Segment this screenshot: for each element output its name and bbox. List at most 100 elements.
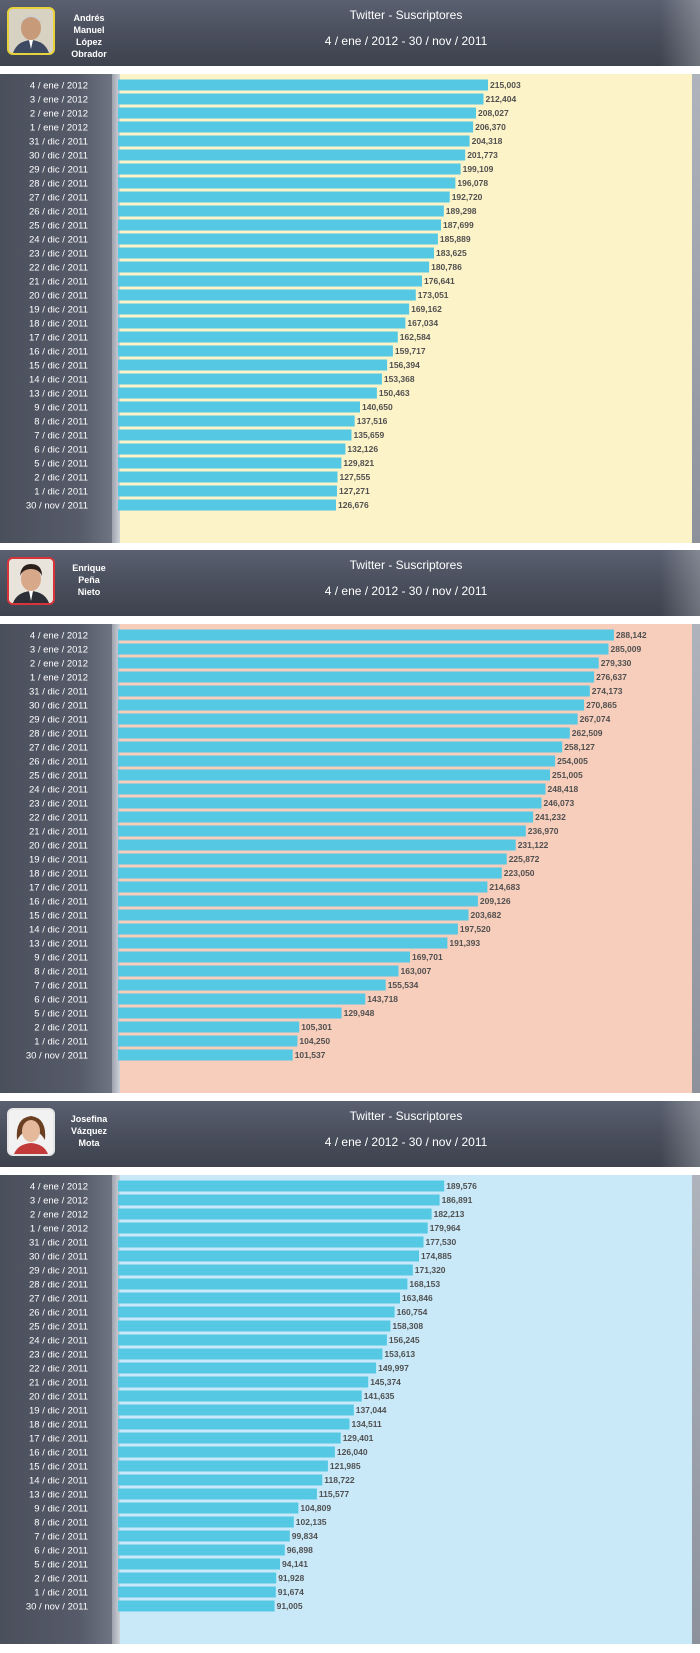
category-tick-label: 7 / dic / 2011 <box>34 1532 88 1543</box>
category-tick-label: 14 / dic / 2011 <box>29 925 88 936</box>
bar <box>118 965 399 977</box>
bar <box>118 233 438 245</box>
bar <box>118 1418 350 1430</box>
category-tick-label: 18 / dic / 2011 <box>29 1420 88 1431</box>
category-tick-label: 20 / dic / 2011 <box>29 1392 88 1403</box>
bar <box>118 1320 391 1332</box>
bar-value-label: 192,720 <box>452 192 483 202</box>
bar <box>118 643 609 655</box>
bar <box>118 79 488 91</box>
bar-value-label: 215,003 <box>490 80 521 90</box>
avatar <box>7 1108 55 1156</box>
category-tick-label: 2 / dic / 2011 <box>34 1574 88 1585</box>
category-tick-label: 20 / dic / 2011 <box>29 841 88 852</box>
bar <box>118 331 398 343</box>
category-tick-label: 7 / dic / 2011 <box>34 431 88 442</box>
bar <box>118 1404 354 1416</box>
category-tick-label: 22 / dic / 2011 <box>29 1364 88 1375</box>
bar <box>118 457 342 469</box>
category-axis-column <box>0 624 112 1093</box>
right-margin <box>692 74 700 543</box>
category-tick-label: 5 / dic / 2011 <box>34 1560 88 1571</box>
bar <box>118 401 360 413</box>
bar <box>118 1306 395 1318</box>
category-tick-label: 2 / ene / 2012 <box>30 659 88 670</box>
category-tick-label: 17 / dic / 2011 <box>29 883 88 894</box>
category-tick-label: 1 / dic / 2011 <box>34 487 88 498</box>
bar-value-label: 91,674 <box>278 1587 304 1597</box>
category-tick-label: 1 / dic / 2011 <box>34 1037 88 1048</box>
category-tick-label: 25 / dic / 2011 <box>29 1322 88 1333</box>
bar <box>118 1502 299 1514</box>
chart-panel-1: Andrés Manuel López Obrador Twitter - Su… <box>0 0 700 543</box>
chart-panel-3: Josefina Vázquez Mota Twitter - Suscript… <box>0 1101 700 1644</box>
category-tick-label: 5 / dic / 2011 <box>34 459 88 470</box>
bar <box>118 219 441 231</box>
category-tick-label: 6 / dic / 2011 <box>34 445 88 456</box>
category-tick-label: 28 / dic / 2011 <box>29 179 88 190</box>
category-tick-label: 9 / dic / 2011 <box>34 403 88 414</box>
bar-value-label: 169,162 <box>411 304 442 314</box>
bar-value-label: 203,682 <box>471 910 502 920</box>
bar-value-label: 126,040 <box>337 1447 368 1457</box>
bar-value-label: 155,534 <box>388 980 419 990</box>
category-tick-label: 3 / ene / 2012 <box>30 95 88 106</box>
category-axis-column <box>0 74 112 543</box>
category-tick-label: 31 / dic / 2011 <box>29 1238 88 1249</box>
bar <box>118 853 507 865</box>
bar <box>118 107 476 119</box>
category-tick-label: 2 / ene / 2012 <box>30 109 88 120</box>
bar-value-label: 196,078 <box>457 178 488 188</box>
bar <box>118 895 478 907</box>
category-tick-label: 8 / dic / 2011 <box>34 417 88 428</box>
bar <box>118 359 388 371</box>
chart-title: Twitter - Suscriptores <box>349 8 463 22</box>
category-tick-label: 2 / dic / 2011 <box>34 473 88 484</box>
category-tick-label: 23 / dic / 2011 <box>29 799 88 810</box>
category-tick-label: 30 / dic / 2011 <box>29 1252 88 1263</box>
header-gloss <box>660 550 700 616</box>
bar <box>118 1007 342 1019</box>
category-tick-label: 28 / dic / 2011 <box>29 1280 88 1291</box>
candidate-name: Andrés Manuel López Obrador <box>71 13 107 59</box>
bar-value-label: 180,786 <box>431 262 462 272</box>
bar-value-label: 246,073 <box>544 798 575 808</box>
portrait-photo-icon <box>9 559 53 603</box>
bar-value-label: 127,555 <box>340 472 371 482</box>
avatar <box>7 557 55 605</box>
bar <box>118 951 410 963</box>
category-tick-label: 30 / dic / 2011 <box>29 701 88 712</box>
bar <box>118 121 474 133</box>
bar-value-label: 183,625 <box>436 248 467 258</box>
bar <box>118 247 434 259</box>
category-tick-label: 16 / dic / 2011 <box>29 897 88 908</box>
header-gloss <box>660 0 700 66</box>
bar-value-label: 223,050 <box>504 868 535 878</box>
bar <box>118 1460 328 1472</box>
bar-value-label: 236,970 <box>528 826 559 836</box>
category-tick-label: 23 / dic / 2011 <box>29 249 88 260</box>
bar <box>118 275 422 287</box>
bar-chart: 4 / ene / 2012 189,576 3 / ene / 2012 186,8… <box>26 1180 477 1613</box>
category-tick-label: 24 / dic / 2011 <box>29 1336 88 1347</box>
category-tick-label: 30 / nov / 2011 <box>26 1602 88 1613</box>
category-tick-label: 29 / dic / 2011 <box>29 715 88 726</box>
axis-strip <box>112 74 120 543</box>
category-tick-label: 13 / dic / 2011 <box>29 1490 88 1501</box>
bar-value-label: 285,009 <box>611 644 642 654</box>
bar <box>118 415 355 427</box>
category-tick-label: 29 / dic / 2011 <box>29 165 88 176</box>
category-tick-label: 24 / dic / 2011 <box>29 235 88 246</box>
bar-value-label: 204,318 <box>472 136 503 146</box>
category-tick-label: 24 / dic / 2011 <box>29 785 88 796</box>
bar-value-label: 153,368 <box>384 374 415 384</box>
category-tick-label: 16 / dic / 2011 <box>29 1448 88 1459</box>
bar <box>118 1544 285 1556</box>
bar-value-label: 134,511 <box>352 1419 383 1429</box>
bar <box>118 177 456 189</box>
category-tick-label: 19 / dic / 2011 <box>29 1406 88 1417</box>
bar-value-label: 121,985 <box>330 1461 361 1471</box>
bar-value-label: 143,718 <box>367 994 398 1004</box>
bar-value-label: 251,005 <box>552 770 583 780</box>
bar-value-label: 212,404 <box>486 94 517 104</box>
